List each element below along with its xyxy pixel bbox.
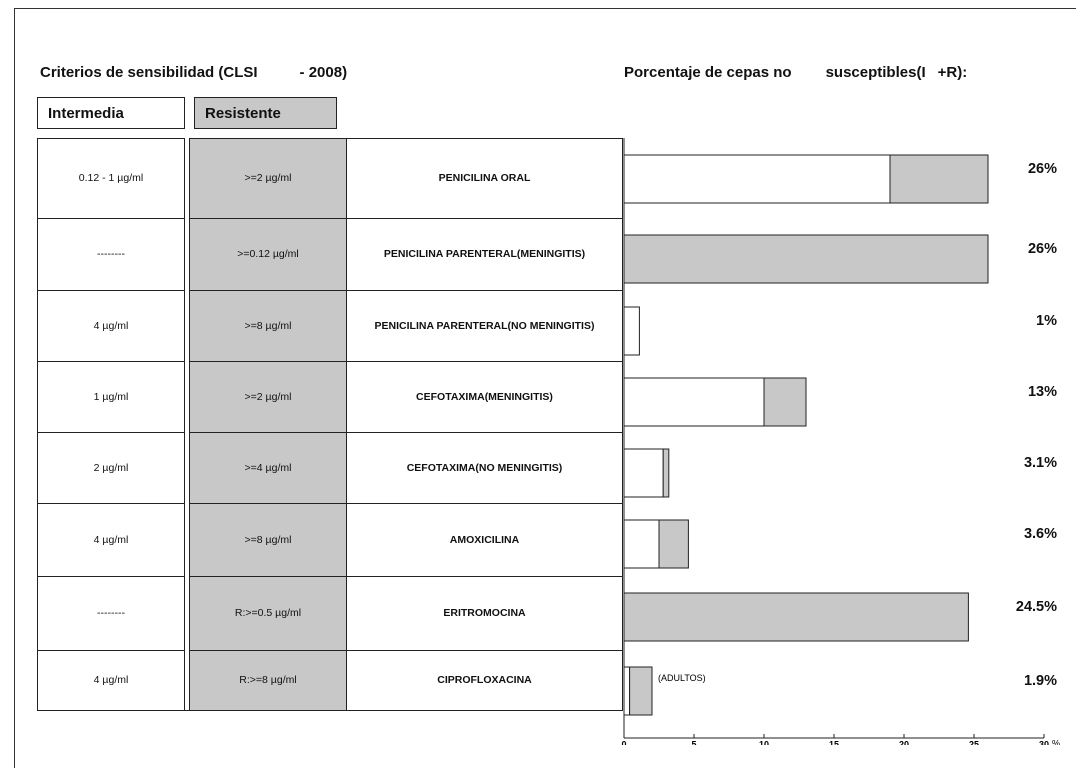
total-percentage: 3.6% bbox=[1023, 526, 1057, 542]
drug-name: PENICILINA ORAL bbox=[347, 138, 623, 218]
bar-resistente bbox=[889, 154, 989, 204]
intermedia-criterion: 2 µg/ml bbox=[37, 432, 185, 503]
drug-name: PENICILINA PARENTERAL (MENINGITIS) bbox=[347, 218, 623, 290]
drug-name-line1: PENICILINA ORAL bbox=[438, 172, 531, 185]
bar-group bbox=[623, 234, 989, 284]
resistente-criterion: >=0.12 µg/ml bbox=[189, 218, 347, 290]
bar-resistente bbox=[658, 519, 689, 569]
bar-resistente bbox=[623, 234, 989, 284]
bar-chart: (ADULTOS) 0 5 10 15 20 25 30% bbox=[621, 138, 1060, 745]
x-tick-label: 20 bbox=[899, 739, 909, 745]
total-percentage: 1% bbox=[1036, 313, 1057, 329]
x-axis-unit: % bbox=[1052, 738, 1060, 745]
drug-name-line1: PENICILINA PARENTERAL bbox=[383, 248, 517, 261]
total-percentage: 3.1% bbox=[1023, 455, 1057, 471]
bar-resistente bbox=[623, 592, 969, 642]
drug-name: ERITROMOCINA bbox=[347, 576, 623, 650]
bar-resistente bbox=[763, 377, 807, 427]
drug-name-line1: AMOXICILINA bbox=[449, 533, 520, 546]
drug-name: CIPROFLOXACINA bbox=[347, 650, 623, 710]
criteria-title: Criterios de sensibilidad (CLSI - 2008) bbox=[40, 64, 348, 81]
bar-intermedia bbox=[623, 154, 891, 204]
bar-note: (ADULTOS) bbox=[658, 673, 706, 683]
bar-intermedia bbox=[623, 377, 765, 427]
total-percentage: 26% bbox=[1027, 241, 1057, 257]
drug-name-line2: (NO MENINGITIS) bbox=[507, 319, 595, 332]
table-row: 4 µg/ml >=8 µg/ml AMOXICILINA bbox=[37, 503, 623, 576]
bar-group bbox=[623, 377, 807, 427]
bar-resistente bbox=[629, 666, 653, 716]
table-row: 0.12 - 1 µg/ml >=2 µg/ml PENICILINA ORAL bbox=[37, 138, 623, 218]
x-tick-label: 25 bbox=[969, 739, 979, 745]
drug-name-line1: CEFOTAXIMA bbox=[406, 461, 476, 474]
resistente-criterion: R:>=0.5 µg/ml bbox=[189, 576, 347, 650]
drug-name-line1: PENICILINA PARENTERAL bbox=[374, 319, 508, 332]
resistente-criterion: R:>=8 µg/ml bbox=[189, 650, 347, 710]
resistente-criterion: >=4 µg/ml bbox=[189, 432, 347, 503]
intermedia-criterion: 4 µg/ml bbox=[37, 650, 185, 710]
bar-intermedia bbox=[623, 306, 640, 356]
table-row: 4 µg/ml >=8 µg/ml PENICILINA PARENTERAL (NO… bbox=[37, 290, 623, 361]
bar-group bbox=[623, 154, 989, 204]
drug-name-line1: CIPROFLOXACINA bbox=[437, 674, 532, 687]
intermedia-criterion: 0.12 - 1 µg/ml bbox=[37, 138, 185, 218]
bar-resistente bbox=[662, 448, 670, 498]
x-tick-label: 30 bbox=[1039, 739, 1049, 745]
bar-group bbox=[623, 519, 689, 569]
drug-name-line1: ERITROMOCINA bbox=[443, 607, 526, 620]
drug-name-line1: CEFOTAXIMA bbox=[416, 390, 485, 403]
table-row: -------- R:>=0.5 µg/ml ERITROMOCINA bbox=[37, 576, 623, 650]
bar-intermedia bbox=[623, 666, 631, 716]
drug-name-line2: (MENINGITIS) bbox=[484, 390, 553, 403]
resistente-criterion: >=8 µg/ml bbox=[189, 503, 347, 576]
drug-name-line2: (NO MENINGITIS) bbox=[475, 461, 563, 474]
table-row: -------- >=0.12 µg/ml PENICILINA PARENTERA… bbox=[37, 218, 623, 290]
legend-resistente: Resistente bbox=[194, 97, 337, 129]
intermedia-criterion: 1 µg/ml bbox=[37, 361, 185, 432]
legend-intermedia: Intermedia bbox=[37, 97, 185, 129]
figure-frame bbox=[14, 8, 1076, 768]
bar-group bbox=[623, 306, 640, 356]
x-tick-label: 15 bbox=[829, 739, 839, 745]
total-percentage: 26% bbox=[1027, 161, 1057, 177]
bar-group bbox=[623, 448, 670, 498]
total-percentage: 13% bbox=[1027, 384, 1057, 400]
drug-name: PENICILINA PARENTERAL (NO MENINGITIS) bbox=[347, 290, 623, 361]
percentage-title: Porcentaje de cepas no susceptibles(I +R): bbox=[624, 64, 968, 81]
intermedia-criterion: -------- bbox=[37, 218, 185, 290]
table-bottom-rule bbox=[37, 710, 623, 711]
bar-intermedia bbox=[623, 519, 660, 569]
resistente-criterion: >=2 µg/ml bbox=[189, 138, 347, 218]
criteria-table: 0.12 - 1 µg/ml >=2 µg/ml PENICILINA ORAL --… bbox=[37, 138, 623, 710]
total-percentage: 1.9% bbox=[1023, 673, 1057, 689]
drug-name-line2: (MENINGITIS) bbox=[516, 248, 586, 261]
intermedia-criterion: 4 µg/ml bbox=[37, 290, 185, 361]
drug-name: AMOXICILINA bbox=[347, 503, 623, 576]
intermedia-criterion: 4 µg/ml bbox=[37, 503, 185, 576]
table-row: 2 µg/ml >=4 µg/ml CEFOTAXIMA (NO MENINGITIS… bbox=[37, 432, 623, 503]
drug-name: CEFOTAXIMA (NO MENINGITIS) bbox=[347, 432, 623, 503]
resistente-criterion: >=8 µg/ml bbox=[189, 290, 347, 361]
resistente-criterion: >=2 µg/ml bbox=[189, 361, 347, 432]
bar-group bbox=[623, 592, 969, 642]
bar-intermedia bbox=[623, 448, 664, 498]
x-tick-label: 10 bbox=[759, 739, 769, 745]
x-tick-label: 0 bbox=[621, 739, 626, 745]
total-percentage: 24.5% bbox=[1015, 599, 1057, 615]
bar-group: (ADULTOS) bbox=[623, 666, 706, 716]
intermedia-criterion: -------- bbox=[37, 576, 185, 650]
table-row: 4 µg/ml R:>=8 µg/ml CIPROFLOXACINA bbox=[37, 650, 623, 710]
x-tick-label: 5 bbox=[691, 739, 696, 745]
drug-name: CEFOTAXIMA (MENINGITIS) bbox=[347, 361, 623, 432]
table-row: 1 µg/ml >=2 µg/ml CEFOTAXIMA (MENINGITIS) bbox=[37, 361, 623, 432]
